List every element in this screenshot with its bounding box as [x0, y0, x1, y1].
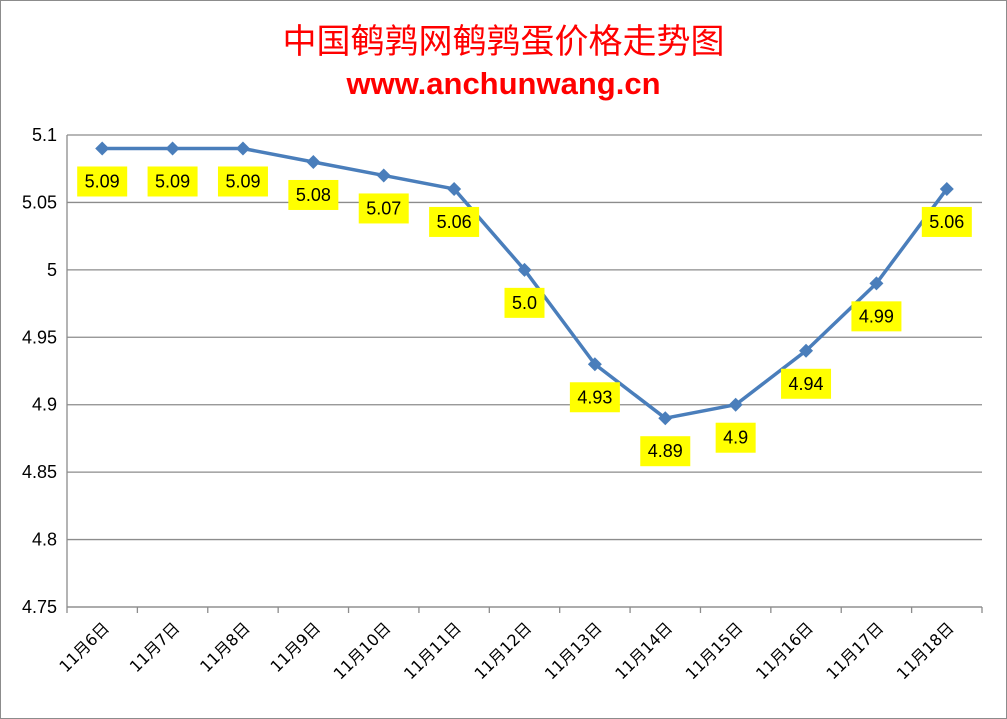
y-tick-label: 4.9	[32, 395, 57, 415]
data-label-background	[851, 301, 902, 332]
x-tick-label: 11月18日	[893, 618, 958, 683]
y-tick-label: 4.75	[22, 597, 57, 617]
x-tick-label: 11月9日	[267, 618, 325, 676]
x-tick-label: 11月13日	[541, 618, 606, 683]
data-point-marker	[306, 154, 321, 169]
x-tick-label: 11月16日	[752, 618, 817, 683]
data-label: 5.09	[155, 171, 190, 191]
x-tick-label: 11月11日	[400, 618, 465, 683]
y-tick-label: 5.1	[32, 125, 57, 145]
data-point-marker	[517, 262, 532, 277]
data-point-marker	[869, 276, 884, 291]
data-label: 5.09	[225, 171, 260, 191]
data-label: 4.99	[859, 306, 894, 326]
data-label-background	[288, 179, 339, 210]
data-label: 5.08	[296, 185, 331, 205]
data-point-marker	[376, 168, 391, 183]
y-tick-label: 4.8	[32, 530, 57, 550]
x-tick-label: 11月6日	[55, 618, 113, 676]
data-label-background	[504, 287, 545, 318]
chart-subtitle: www.anchunwang.cn	[346, 66, 661, 101]
data-label: 5.07	[366, 198, 401, 218]
x-tick-label: 11月8日	[196, 618, 254, 676]
data-point-marker	[939, 181, 954, 196]
data-label-background	[77, 166, 128, 197]
data-label: 4.93	[577, 387, 612, 407]
x-tick-label: 11月10日	[330, 618, 395, 683]
chart-title: 中国鹌鹑网鹌鹑蛋价格走势图	[282, 22, 725, 62]
data-label-background	[147, 166, 198, 197]
data-point-marker	[447, 181, 462, 196]
data-label: 4.94	[789, 374, 824, 394]
data-label: 4.89	[648, 441, 683, 461]
data-point-marker	[658, 411, 673, 426]
y-tick-label: 4.85	[22, 462, 57, 482]
x-tick-label: 11月12日	[470, 618, 535, 683]
data-label: 4.9	[723, 428, 748, 448]
x-tick-label: 11月7日	[126, 618, 184, 676]
data-point-marker	[95, 141, 110, 156]
data-label-background	[358, 193, 409, 224]
data-point-marker	[728, 397, 743, 412]
x-tick-label: 11月14日	[611, 618, 676, 683]
data-label-background	[217, 166, 268, 197]
data-label: 5.09	[85, 171, 120, 191]
data-label: 5.06	[929, 212, 964, 232]
x-tick-label: 11月15日	[682, 618, 747, 683]
data-label-background	[569, 382, 620, 413]
data-point-marker	[235, 141, 250, 156]
data-label-background	[921, 206, 972, 237]
data-label-background	[781, 368, 832, 399]
y-tick-label: 5.05	[22, 192, 57, 212]
y-tick-label: 5	[47, 260, 57, 280]
x-tick-label: 11月17日	[822, 618, 887, 683]
data-point-marker	[587, 357, 602, 372]
data-point-marker	[165, 141, 180, 156]
data-label-background	[429, 206, 480, 237]
data-label-background	[640, 436, 691, 467]
data-label: 5.0	[512, 293, 537, 313]
data-label: 5.06	[437, 212, 472, 232]
data-label-background	[715, 422, 756, 453]
data-point-marker	[799, 343, 814, 358]
y-tick-label: 4.95	[22, 327, 57, 347]
